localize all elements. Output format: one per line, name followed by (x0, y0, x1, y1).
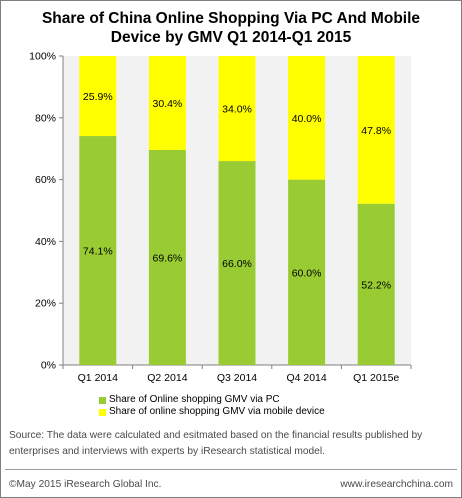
data-label-mobile: 40.0% (292, 113, 322, 125)
bar-mobile (218, 56, 256, 162)
copyright-text: ©May 2015 iResearch Global Inc. (9, 479, 162, 490)
chart-legend: Share of Online shopping GMV via PC Shar… (99, 394, 325, 418)
legend-label-pc: Share of Online shopping GMV via PC (109, 394, 280, 405)
bar-pc (79, 136, 117, 365)
chart-title-line-2: Device by GMV Q1 2014-Q1 2015 (110, 29, 352, 46)
x-tick-label: Q2 2014 (147, 372, 187, 384)
y-tick-label: 40% (35, 236, 56, 248)
data-label-pc: 66.0% (222, 258, 252, 270)
legend-swatch-pc (99, 396, 106, 404)
legend-label-mobile: Share of online shopping GMV via mobile … (109, 406, 325, 417)
website-link[interactable]: www.iresearchchina.com (340, 479, 453, 490)
data-label-pc: 69.6% (153, 252, 183, 264)
legend-item-pc: Share of Online shopping GMV via PC (99, 394, 325, 406)
x-tick-label: Q1 2015e (353, 372, 399, 384)
y-tick-label: 0% (41, 360, 56, 372)
data-label-mobile: 34.0% (222, 104, 252, 116)
stacked-bar-chart: 0% 20% 40% 60% 80% 100% 74.1% 25.9% Q1 2014 69.6%… (29, 51, 412, 384)
data-label-pc: 60.0% (292, 267, 322, 279)
y-tick-label: 60% (35, 174, 56, 186)
bar-mobile (357, 56, 395, 204)
footer-divider (5, 469, 457, 470)
x-tick-label: Q4 2014 (286, 372, 326, 384)
legend-swatch-mobile (99, 408, 106, 416)
data-label-mobile: 47.8% (361, 125, 391, 137)
chart-title-line-1: Share of China Online Shopping Via PC An… (41, 10, 421, 27)
bar-pc (148, 149, 186, 365)
y-tick-label: 80% (35, 112, 56, 124)
x-tick-label: Q3 2014 (217, 372, 257, 384)
bar-pc (357, 203, 395, 365)
data-label-mobile: 25.9% (83, 91, 113, 103)
data-label-mobile: 30.4% (153, 98, 183, 110)
y-tick-label: 100% (29, 51, 56, 63)
data-label-pc: 52.2% (361, 279, 391, 291)
bar-mobile (148, 56, 186, 150)
legend-item-mobile: Share of online shopping GMV via mobile … (99, 406, 325, 418)
chart-title: Share of China Online Shopping Via PC An… (1, 9, 461, 47)
source-note: Source: The data were calculated and esi… (9, 430, 423, 457)
bar-mobile (79, 56, 117, 137)
bar-mobile (288, 56, 326, 180)
data-label-pc: 74.1% (83, 246, 113, 258)
x-tick-label: Q1 2014 (78, 372, 118, 384)
bar-pc (288, 179, 326, 365)
y-tick-label: 20% (35, 298, 56, 310)
bar-pc (218, 161, 256, 365)
